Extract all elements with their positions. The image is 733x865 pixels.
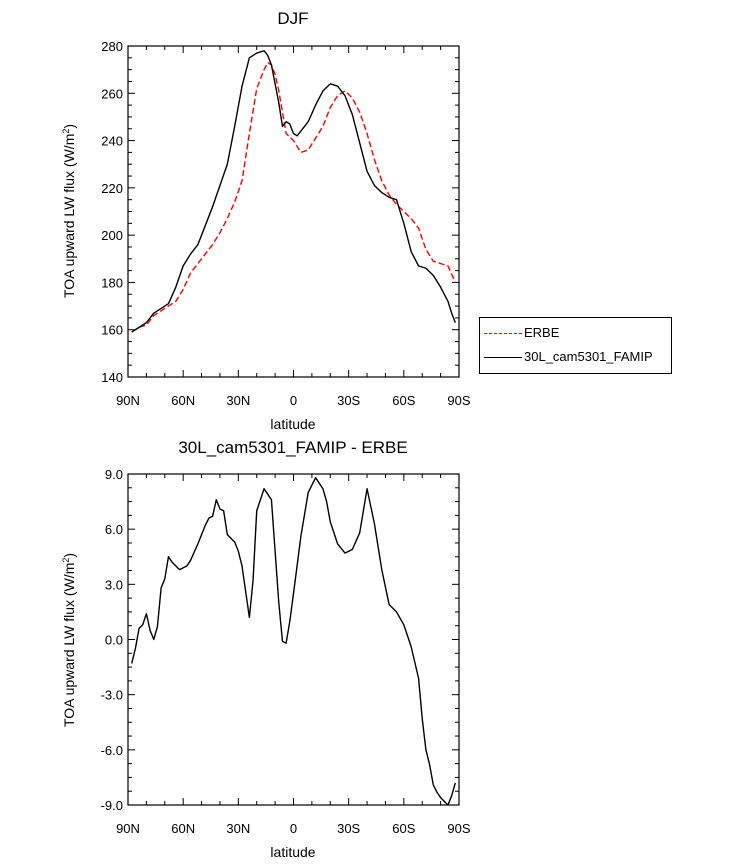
y-tick-label: 220 <box>101 181 123 196</box>
legend-swatch-erbe <box>484 333 522 334</box>
bottom-x-tick-labels: 90N 60N 30N 0 30S 60S 90S <box>116 821 471 836</box>
top-series-line-0 <box>131 61 456 333</box>
bottom-y-axis-label: TOA upward LW flux (W/m2) <box>61 553 77 727</box>
top-y-axis-label: TOA upward LW flux (W/m2) <box>61 124 77 298</box>
bottom-chart-title: 30L_cam5301_FAMIP - ERBE <box>178 438 407 457</box>
y-tick-label: 280 <box>101 39 123 54</box>
top-axis-ticks <box>127 45 460 378</box>
bottom-x-axis-label: latitude <box>270 844 315 860</box>
x-tick-label: 90N <box>116 821 140 836</box>
x-tick-label: 60N <box>171 393 195 408</box>
y-tick-label: 160 <box>101 323 123 338</box>
x-tick-label: 30S <box>337 821 360 836</box>
y-tick-label: 6.0 <box>105 522 123 537</box>
bottom-series-line-0 <box>131 476 456 806</box>
top-series-line-1 <box>131 50 456 333</box>
y-tick-label: -3.0 <box>101 688 123 703</box>
bottom-series-lines <box>131 476 456 806</box>
x-tick-label: 90S <box>447 821 470 836</box>
y-tick-label: 3.0 <box>105 577 123 592</box>
bottom-chart: 30L_cam5301_FAMIP - ERBE -9.0 -6.0 -3.0 0.0… <box>61 438 471 860</box>
bottom-y-tick-labels: -9.0 -6.0 -3.0 0.0 3.0 6.0 9.0 <box>101 467 123 813</box>
legend-item-erbe: ERBE <box>480 324 671 344</box>
x-tick-label: 30S <box>337 393 360 408</box>
top-chart-title: DJF <box>277 9 308 28</box>
y-tick-label: 240 <box>101 134 123 149</box>
top-x-tick-labels: 90N 60N 30N 0 30S 60S 90S <box>116 393 471 408</box>
top-plot-frame <box>127 45 460 378</box>
x-tick-label: 90S <box>447 393 470 408</box>
top-series-lines <box>131 50 456 333</box>
x-tick-label: 90N <box>116 393 140 408</box>
y-tick-label: -6.0 <box>101 743 123 758</box>
x-tick-label: 30N <box>226 821 250 836</box>
y-tick-label: 260 <box>101 86 123 101</box>
top-y-tick-labels: 140 160 180 200 220 240 260 280 <box>101 39 123 385</box>
x-tick-label: 60S <box>392 821 415 836</box>
x-tick-label: 0 <box>290 393 297 408</box>
legend-item-model: 30L_cam5301_FAMIP <box>480 348 671 368</box>
y-tick-label: 200 <box>101 228 123 243</box>
y-tick-label: 140 <box>101 370 123 385</box>
y-tick-label: 180 <box>101 275 123 290</box>
legend: ERBE 30L_cam5301_FAMIP <box>479 317 672 374</box>
x-tick-label: 60S <box>392 393 415 408</box>
x-tick-label: 0 <box>290 821 297 836</box>
bottom-axis-ticks <box>127 473 460 806</box>
x-tick-label: 30N <box>226 393 250 408</box>
legend-label-erbe: ERBE <box>524 325 560 340</box>
top-x-axis-label: latitude <box>270 416 315 432</box>
y-tick-label: -9.0 <box>101 798 123 813</box>
x-tick-label: 60N <box>171 821 195 836</box>
legend-swatch-model <box>484 357 522 358</box>
y-tick-label: 9.0 <box>105 467 123 482</box>
top-chart: DJF 140 160 180 200 220 240 260 280 90N 60N 30N 0 3… <box>61 9 471 432</box>
legend-label-model: 30L_cam5301_FAMIP <box>524 349 653 364</box>
y-tick-label: 0.0 <box>105 633 123 648</box>
